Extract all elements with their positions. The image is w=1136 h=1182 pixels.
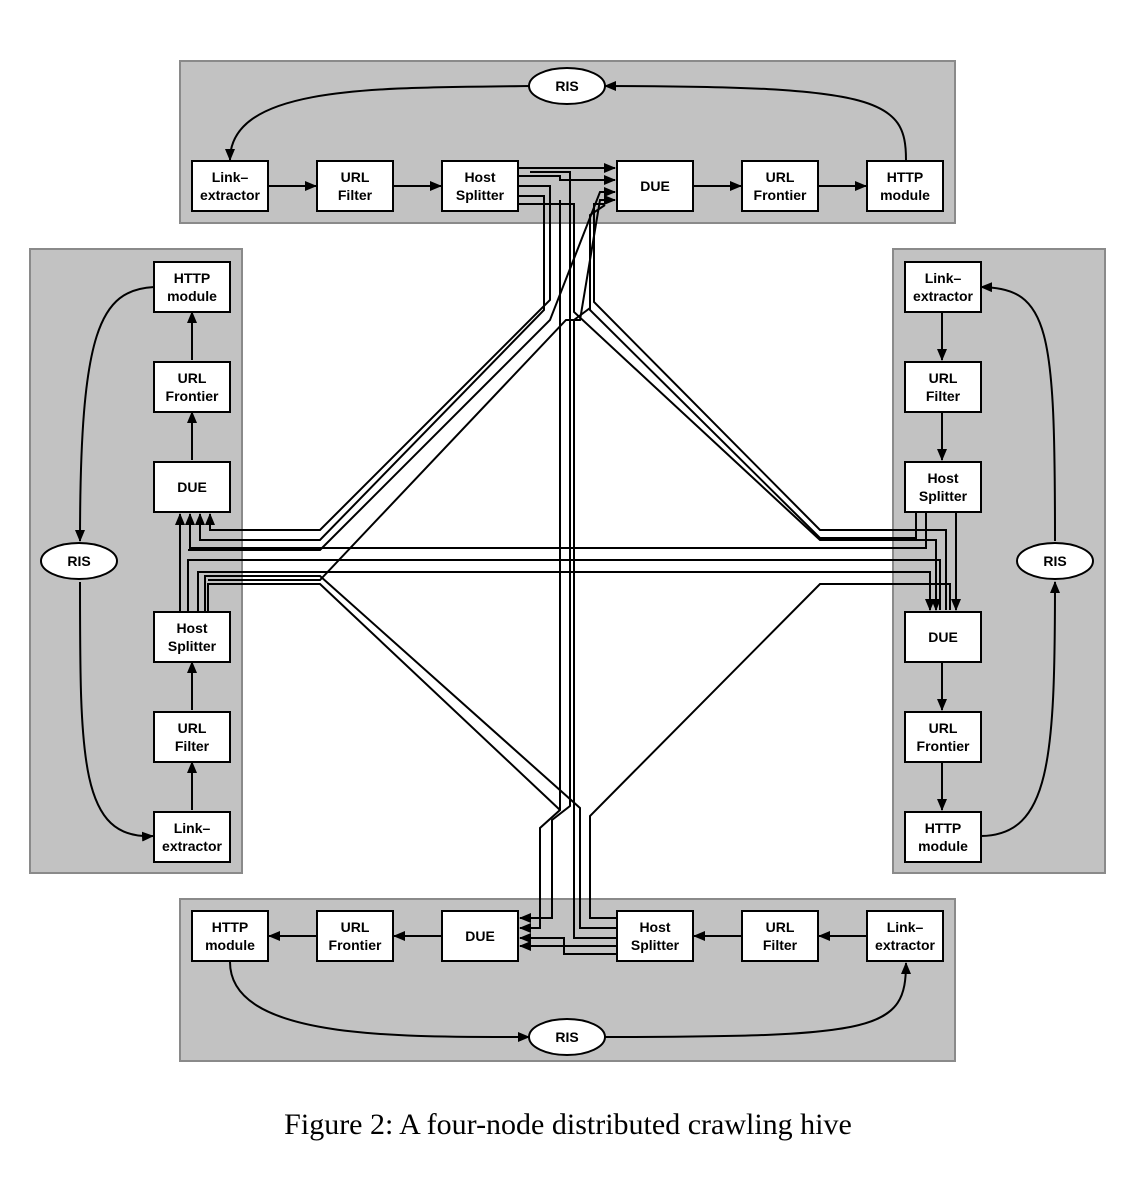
svg-text:URL: URL [929, 720, 958, 736]
inter-node-links [175, 163, 961, 955]
left-link-extractor: Link– extractor [153, 811, 231, 863]
svg-text:Filter: Filter [763, 937, 798, 953]
right-http-module: HTTP module [904, 811, 982, 863]
svg-text:module: module [880, 187, 930, 203]
right-link-extractor: Link– extractor [904, 261, 982, 313]
left-to-top-due-link-b [188, 187, 616, 551]
svg-text:DUE: DUE [928, 629, 958, 645]
bottom-due: DUE [441, 910, 519, 962]
bottom-to-bottom-due-link-b [519, 933, 617, 955]
top-to-left-due-link [205, 185, 551, 531]
svg-text:Host: Host [927, 470, 958, 486]
svg-text:Filter: Filter [338, 187, 373, 203]
left-ris: RIS [40, 542, 118, 580]
bottom-host-splitter: Host Splitter [616, 910, 694, 962]
top-to-top-due-link-b [518, 175, 616, 185]
right-url-frontier: URL Frontier [904, 711, 982, 763]
svg-text:URL: URL [178, 370, 207, 386]
svg-text:extractor: extractor [913, 288, 973, 304]
svg-text:module: module [918, 838, 968, 854]
top-ris-label: RIS [555, 78, 578, 94]
intra-node-links [75, 81, 1060, 1043]
svg-text:module: module [205, 937, 255, 953]
left-url-filter: URL Filter [153, 711, 231, 763]
svg-text:Splitter: Splitter [919, 488, 968, 504]
svg-text:module: module [167, 288, 217, 304]
left-due: DUE [153, 461, 231, 513]
svg-text:URL: URL [178, 720, 207, 736]
svg-text:extractor: extractor [162, 838, 222, 854]
svg-text:URL: URL [341, 919, 370, 935]
right-to-left-due-link [185, 512, 927, 549]
left-to-right-due-link-b [197, 571, 935, 612]
svg-text:Host: Host [176, 620, 207, 636]
top-host-splitter: Host Splitter [441, 160, 519, 212]
right-host-splitter: Host Splitter [904, 461, 982, 513]
svg-text:RIS: RIS [67, 553, 90, 569]
svg-text:extractor: extractor [200, 187, 260, 203]
svg-text:Filter: Filter [175, 738, 210, 754]
svg-text:HTTP: HTTP [925, 820, 962, 836]
svg-text:HTTP: HTTP [212, 919, 249, 935]
top-url-frontier: URL Frontier [741, 160, 819, 212]
svg-text:HTTP: HTTP [887, 169, 924, 185]
top-due: DUE [616, 160, 694, 212]
left-to-bottom-link [207, 583, 561, 811]
left-host-splitter: Host Splitter [153, 611, 231, 663]
bottom-to-top-link [573, 307, 617, 939]
bottom-ris: RIS [528, 1018, 606, 1056]
svg-text:Frontier: Frontier [917, 738, 970, 754]
top-ris: RIS [528, 67, 606, 105]
left-url-frontier: URL Frontier [153, 361, 231, 413]
svg-text:Splitter: Splitter [456, 187, 505, 203]
svg-text:RIS: RIS [1043, 553, 1066, 569]
bottom-link-extractor: Link– extractor [866, 910, 944, 962]
top-http-module: HTTP module [866, 160, 944, 212]
svg-text:Splitter: Splitter [168, 638, 217, 654]
top-url-filter: URL Filter [316, 160, 394, 212]
svg-text:DUE: DUE [640, 178, 670, 194]
right-url-filter: URL Filter [904, 361, 982, 413]
bottom-url-filter: URL Filter [741, 910, 819, 962]
svg-text:DUE: DUE [465, 928, 495, 944]
svg-text:Frontier: Frontier [166, 388, 219, 404]
figure-caption: Figure 2: A four-node distributed crawli… [284, 1108, 852, 1141]
svg-text:Link–: Link– [212, 169, 249, 185]
bottom-http-module: HTTP module [191, 910, 269, 962]
svg-text:Frontier: Frontier [754, 187, 807, 203]
right-due: DUE [904, 611, 982, 663]
left-http-module: HTTP module [153, 261, 231, 313]
svg-text:extractor: extractor [875, 937, 935, 953]
right-ris: RIS [1016, 542, 1094, 580]
svg-text:URL: URL [341, 169, 370, 185]
top-to-bottom-due-link-b [519, 200, 561, 933]
svg-text:HTTP: HTTP [174, 270, 211, 286]
bottom-to-right-link [589, 583, 951, 919]
svg-text:Link–: Link– [887, 919, 924, 935]
top-to-right-due-link [518, 203, 941, 611]
top-to-bottom-due-link [519, 171, 571, 923]
bottom-url-frontier: URL Frontier [316, 910, 394, 962]
svg-text:URL: URL [766, 919, 795, 935]
svg-text:DUE: DUE [177, 479, 207, 495]
svg-text:Link–: Link– [174, 820, 211, 836]
svg-text:URL: URL [766, 169, 795, 185]
left-to-top-due-link [208, 195, 616, 581]
svg-text:URL: URL [929, 370, 958, 386]
top-link-extractor: Link– extractor [191, 160, 269, 212]
svg-text:Host: Host [639, 919, 670, 935]
svg-text:Splitter: Splitter [631, 937, 680, 953]
top-to-left-due-link-b [195, 195, 545, 541]
svg-text:Frontier: Frontier [329, 937, 382, 953]
svg-text:RIS: RIS [555, 1029, 578, 1045]
bottom-to-left-link [204, 575, 617, 929]
svg-text:Link–: Link– [925, 270, 962, 286]
right-to-top-link [589, 204, 917, 539]
svg-text:Host: Host [464, 169, 495, 185]
svg-text:Filter: Filter [926, 388, 961, 404]
left-to-right-due-link [187, 559, 941, 612]
